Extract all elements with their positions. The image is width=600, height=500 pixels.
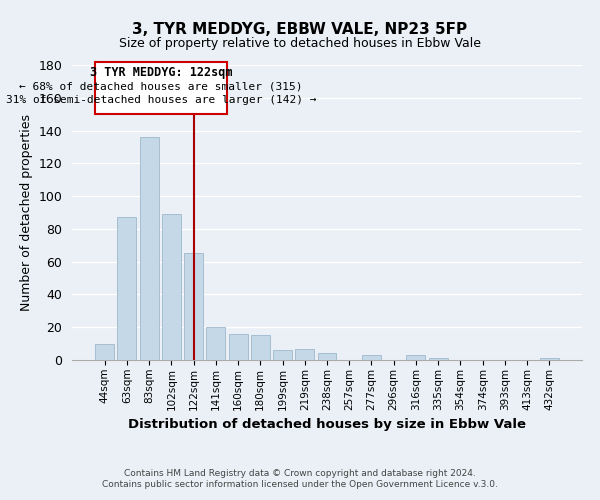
Bar: [273, 350, 292, 360]
Bar: [118, 218, 136, 360]
Text: 31% of semi-detached houses are larger (142) →: 31% of semi-detached houses are larger (…: [5, 95, 316, 105]
Bar: [162, 214, 181, 360]
Text: 3 TYR MEDDYG: 122sqm: 3 TYR MEDDYG: 122sqm: [89, 66, 232, 79]
Text: Contains HM Land Registry data © Crown copyright and database right 2024.: Contains HM Land Registry data © Crown c…: [124, 468, 476, 477]
Bar: [362, 355, 381, 360]
Bar: [140, 137, 158, 360]
Bar: [406, 355, 425, 360]
Bar: [429, 358, 448, 360]
Bar: [317, 354, 337, 360]
X-axis label: Distribution of detached houses by size in Ebbw Vale: Distribution of detached houses by size …: [128, 418, 526, 431]
Text: 3, TYR MEDDYG, EBBW VALE, NP23 5FP: 3, TYR MEDDYG, EBBW VALE, NP23 5FP: [133, 22, 467, 38]
Bar: [206, 327, 225, 360]
Text: ← 68% of detached houses are smaller (315): ← 68% of detached houses are smaller (31…: [19, 82, 302, 92]
Bar: [184, 254, 203, 360]
Text: Contains public sector information licensed under the Open Government Licence v.: Contains public sector information licen…: [102, 480, 498, 489]
Bar: [95, 344, 114, 360]
Bar: [295, 348, 314, 360]
FancyBboxPatch shape: [95, 62, 227, 114]
Bar: [229, 334, 248, 360]
Bar: [540, 358, 559, 360]
Text: Size of property relative to detached houses in Ebbw Vale: Size of property relative to detached ho…: [119, 38, 481, 51]
Y-axis label: Number of detached properties: Number of detached properties: [20, 114, 33, 311]
Bar: [251, 336, 270, 360]
